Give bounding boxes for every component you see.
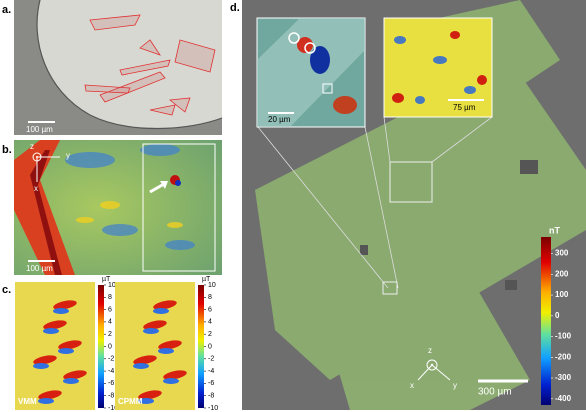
colorbar-tick-label: 2 <box>208 331 212 338</box>
colorbar-tick-label: 10 <box>208 282 216 289</box>
panel-label: b. <box>2 144 12 156</box>
colorbar-tick-label: 4 <box>108 319 112 326</box>
colorbar-tick-label: 8 <box>108 294 112 301</box>
colorbar-tick-label: -2 <box>208 356 214 363</box>
dipole <box>33 355 57 365</box>
dipole <box>143 328 159 334</box>
field-map <box>15 282 95 410</box>
colorbar <box>541 237 551 405</box>
dipole <box>63 370 87 380</box>
dipole <box>133 363 149 369</box>
colorbar-tick-label: -300 <box>555 373 572 382</box>
colorbar-tick-label: 200 <box>555 269 569 278</box>
dipole <box>158 348 174 354</box>
dipole <box>58 348 74 354</box>
dipole <box>43 320 67 330</box>
colorbar-tick-label: -100 <box>555 332 572 341</box>
dipole <box>153 300 177 310</box>
scale-bar-label: 300 µm <box>478 387 512 398</box>
dipole <box>158 340 182 350</box>
scale-bar-label: 100 µm <box>26 125 53 134</box>
axis-label: z <box>428 346 432 355</box>
map-name: CPMM <box>118 397 143 406</box>
micrograph <box>14 0 223 135</box>
colorbar-tick-label: 2 <box>108 331 112 338</box>
colorbar-tick-label: 6 <box>208 306 212 313</box>
colorbar-tick-label: 4 <box>208 319 212 326</box>
colorbar-tick-label: -6 <box>208 380 214 387</box>
colorbar-tick-label: -2 <box>108 356 114 363</box>
colorbar-tick-label: -8 <box>108 393 114 400</box>
scale-bar-label: 75 µm <box>453 103 476 112</box>
colorbar-unit: nT <box>549 225 560 235</box>
colorbar-tick-label: 10 <box>108 282 116 289</box>
colorbar-tick-label: 0 <box>208 343 212 350</box>
colorbar-tick-label: -400 <box>555 394 572 403</box>
colorbar-tick-label: 0 <box>108 343 112 350</box>
colorbar <box>198 285 204 408</box>
colorbar-unit: µT <box>202 276 211 283</box>
scale-bar-label: 20 µm <box>268 115 291 124</box>
dipole <box>63 378 79 384</box>
axis-label: x <box>34 184 38 193</box>
map-name: VMM <box>18 397 37 406</box>
colorbar-tick-label: 300 <box>555 249 569 258</box>
dipole <box>58 340 82 350</box>
field-map <box>115 282 195 410</box>
colorbar-tick-label: 0 <box>555 311 560 320</box>
axis-label: z <box>30 142 34 151</box>
field-map <box>14 140 222 275</box>
colorbar-tick-label: -10 <box>208 405 218 412</box>
colorbar-unit: µT <box>102 276 111 283</box>
dipole <box>143 320 167 330</box>
colorbar-tick-label: 6 <box>108 306 112 313</box>
dipole <box>38 398 54 404</box>
dipole <box>138 398 154 404</box>
colorbar-tick-label: 8 <box>208 294 212 301</box>
dipole <box>133 355 157 365</box>
scale-bar-label: 100 µm <box>26 264 53 273</box>
colorbar-tick-label: -200 <box>555 352 572 361</box>
dipole <box>153 308 169 314</box>
dipole <box>163 370 187 380</box>
colorbar <box>98 285 104 408</box>
panel-label: a. <box>2 4 11 16</box>
axis-label: y <box>66 151 70 160</box>
colorbar-tick-label: 100 <box>555 290 569 299</box>
mosaic-map <box>242 0 586 410</box>
colorbar-tick-label: -10 <box>108 405 118 412</box>
colorbar-tick-label: -8 <box>208 393 214 400</box>
dipole <box>43 328 59 334</box>
axis-label: x <box>410 381 414 390</box>
dipole <box>138 390 162 400</box>
dipole <box>53 308 69 314</box>
panel-label: c. <box>2 284 11 296</box>
dipole <box>33 363 49 369</box>
colorbar-tick-label: -4 <box>108 368 114 375</box>
colorbar-tick-label: -6 <box>108 380 114 387</box>
axis-label: y <box>453 381 457 390</box>
dipole <box>38 390 62 400</box>
colorbar-tick-label: -4 <box>208 368 214 375</box>
dipole <box>53 300 77 310</box>
panel-label: d. <box>230 2 240 14</box>
dipole <box>163 378 179 384</box>
